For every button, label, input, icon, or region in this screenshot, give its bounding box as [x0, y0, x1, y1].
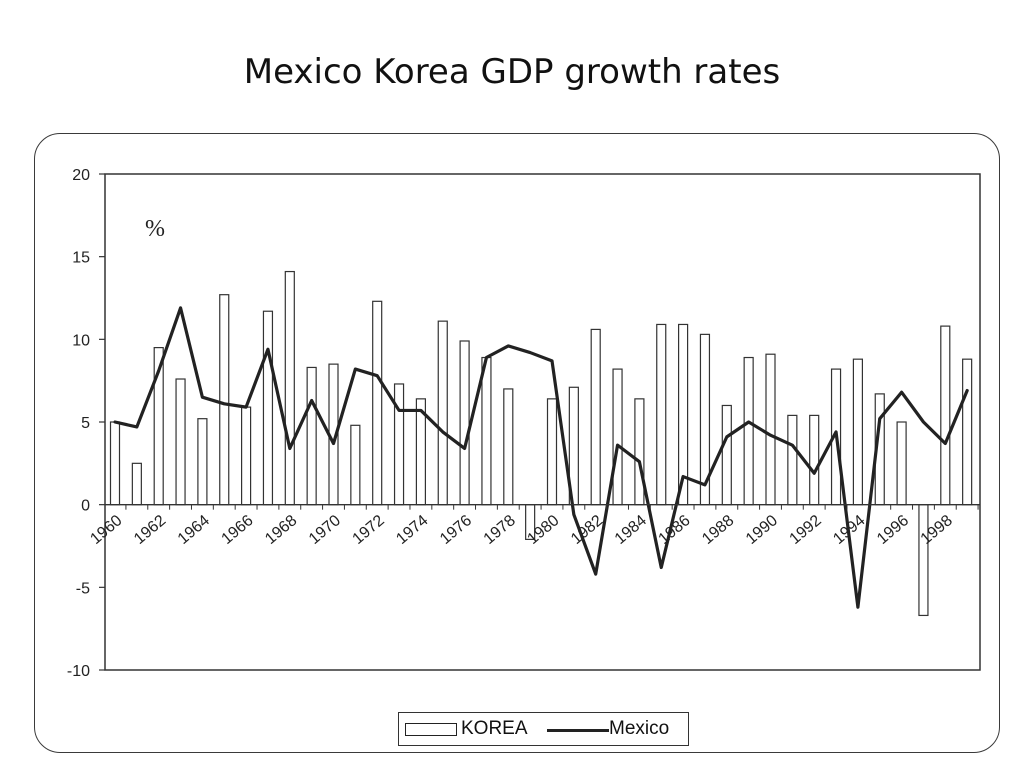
korea-bar-1964	[197, 418, 208, 506]
unit-label: %	[145, 216, 165, 242]
korea-bar-1965	[219, 294, 230, 506]
korea-bar-1963	[175, 378, 186, 506]
korea-bar-1978	[503, 388, 514, 506]
korea-bar-1973	[393, 383, 405, 506]
korea-bar-1977	[481, 356, 492, 506]
x-tick-label: 1966	[218, 512, 256, 548]
korea-bar-1991	[787, 414, 798, 506]
korea-bar-1976	[459, 340, 470, 506]
korea-bar-1966	[241, 406, 252, 506]
korea-bar-1969	[306, 366, 317, 506]
x-tick-label: 1962	[131, 512, 169, 548]
legend-korea-label: KOREA	[461, 718, 528, 739]
legend-mexico-swatch	[547, 729, 609, 732]
chart-legend: KOREA Mexico	[398, 712, 689, 746]
y-tick-label: 10	[72, 332, 90, 349]
korea-bar-1989	[743, 356, 754, 506]
korea-bar-1999	[962, 358, 973, 506]
x-tick-label: 1964	[175, 512, 213, 548]
korea-bar-1990	[765, 353, 776, 506]
plot-area	[104, 173, 981, 671]
korea-bar-group	[109, 270, 973, 617]
mexico-line	[113, 306, 969, 609]
x-tick-label: 1988	[699, 512, 737, 548]
x-tick-label: 1984	[612, 512, 650, 548]
axes-group	[99, 173, 980, 671]
x-tick-label: 1968	[262, 512, 300, 548]
korea-bar-1980	[546, 398, 558, 506]
y-tick-label: 5	[81, 415, 90, 432]
y-tick-label: 20	[72, 167, 90, 184]
korea-bar-1985	[656, 323, 667, 506]
korea-bar-1961	[131, 462, 142, 506]
korea-bar-1975	[437, 320, 448, 506]
korea-bar-1967	[262, 310, 274, 506]
y-tick-labels: 20 15 10 5 0 -5 -10	[67, 167, 90, 680]
korea-bar-1997	[918, 504, 929, 617]
mexico-line-group	[113, 306, 969, 609]
y-tick-label: -10	[67, 663, 90, 680]
y-tick-label: 15	[72, 250, 90, 267]
x-tick-label: 1976	[437, 512, 475, 548]
x-tick-label: 1974	[393, 512, 431, 548]
korea-bar-1971	[350, 424, 361, 506]
x-tick-label: 1992	[787, 512, 825, 548]
korea-bar-1984	[634, 398, 645, 506]
legend-mexico-label: Mexico	[609, 718, 670, 739]
korea-bar-1968	[284, 270, 295, 506]
x-tick-label: 1990	[743, 512, 781, 548]
korea-bar-1994	[852, 358, 864, 506]
slide-title: Mexico Korea GDP growth rates	[243, 52, 781, 92]
korea-bar-1960	[109, 421, 121, 506]
y-tick-label: -5	[76, 580, 90, 597]
x-tick-labels: 1960 1962 1964 1966 1968 1970 1972 1974 1976 1978…	[87, 512, 956, 548]
x-tick-label: 1972	[350, 512, 388, 548]
korea-bar-1988	[721, 404, 732, 506]
x-tick-label: 1996	[874, 512, 912, 548]
korea-bar-1983	[612, 368, 623, 506]
korea-bar-1972	[372, 300, 383, 506]
x-tick-label: 1960	[87, 512, 125, 548]
plot-border	[104, 173, 981, 671]
korea-bar-1992	[809, 414, 820, 506]
x-tick-label: 1978	[481, 512, 519, 548]
korea-bar-1982	[590, 328, 601, 506]
y-tick-label: 0	[81, 498, 90, 515]
korea-bar-1996	[896, 421, 907, 506]
x-tick-label: 1970	[306, 512, 344, 548]
korea-bar-1998	[940, 325, 951, 506]
legend-korea-swatch	[405, 723, 457, 736]
